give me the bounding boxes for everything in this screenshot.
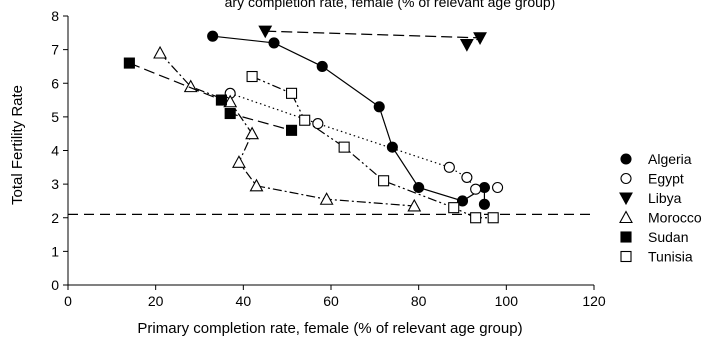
x-tick-label: 80 [411,293,427,309]
data-point-libya [258,25,273,39]
y-tick-label: 7 [51,42,59,58]
data-point-algeria [373,101,385,113]
x-tick-label: 100 [495,293,519,309]
series-line-egypt [229,92,498,190]
data-point-algeria [478,198,490,210]
data-point-algeria [413,181,425,194]
legend: Algeria Egypt Libya Morocco Sudan Tunisia [619,151,702,265]
legend-marker-sudan [620,231,632,243]
series-line-algeria [212,35,486,205]
data-point-tunisia [487,212,499,224]
legend-label-tunisia: Tunisia [648,249,693,265]
x-axis-title: Primary completion rate, female (% of re… [137,320,522,337]
data-point-egypt [470,183,482,195]
data-point-morocco [223,94,238,108]
series-libya [258,25,487,52]
data-point-tunisia [246,70,258,83]
x-tick-label: 60 [323,293,339,309]
series-line-sudan [129,62,292,131]
data-point-libya [473,32,487,46]
data-point-tunisia [470,212,482,224]
legend-marker-algeria [620,153,632,165]
series-line-morocco [159,52,415,207]
y-tick-label: 3 [51,176,59,192]
legend-marker-egypt [620,172,632,185]
series-egypt [224,87,504,195]
data-point-algeria [386,141,398,153]
legend-label-algeria: Algeria [648,151,692,167]
series-algeria [207,30,490,210]
data-point-tunisia [299,114,311,126]
legend-label-libya: Libya [648,190,682,206]
y-tick-label: 6 [51,75,59,91]
legend-marker-morocco [619,210,633,224]
y-tick-label: 5 [51,109,59,125]
y-tick-label: 2 [51,210,59,226]
data-point-tunisia [378,175,390,187]
data-point-sudan [123,57,135,69]
y-tick-label: 8 [51,8,59,24]
data-point-egypt [461,171,473,183]
y-tick-label: 1 [51,243,59,259]
data-point-morocco [319,192,334,205]
series-tunisia [246,70,499,224]
legend-marker-tunisia [620,250,632,263]
data-point-algeria [316,60,328,72]
legend-label-morocco: Morocco [648,210,702,226]
data-point-tunisia [448,202,460,214]
data-point-algeria [456,195,469,207]
data-point-algeria [268,37,280,49]
y-axis-title: Total Fertility Rate [9,85,26,205]
series-line-libya [265,30,481,46]
data-point-morocco [232,155,246,168]
data-point-morocco [245,126,260,140]
y-tick-label: 0 [51,277,59,293]
data-point-tunisia [338,141,350,153]
series-morocco [153,45,422,212]
data-point-libya [459,39,474,52]
data-point-algeria [207,30,219,42]
x-tick-label: 20 [148,293,164,309]
data-point-sudan [215,94,227,106]
data-point-sudan [224,107,236,120]
data-point-tunisia [285,87,298,99]
legend-label-egypt: Egypt [648,171,684,187]
x-tick-label: 40 [236,293,252,309]
legend-label-sudan: Sudan [648,229,688,245]
data-point-morocco [153,45,167,59]
data-point-egypt [492,181,504,194]
data-point-morocco [407,198,422,212]
y-tick-label: 4 [51,143,59,159]
data-point-morocco [249,178,264,192]
series-sudan [123,57,298,136]
x-tick-label: 0 [64,293,72,309]
legend-marker-libya [619,192,633,206]
x-tick-label: 120 [582,293,606,309]
chart-title: ary completion rate, female (% of releva… [225,0,556,10]
data-point-egypt [443,161,455,173]
data-point-sudan [285,124,298,136]
